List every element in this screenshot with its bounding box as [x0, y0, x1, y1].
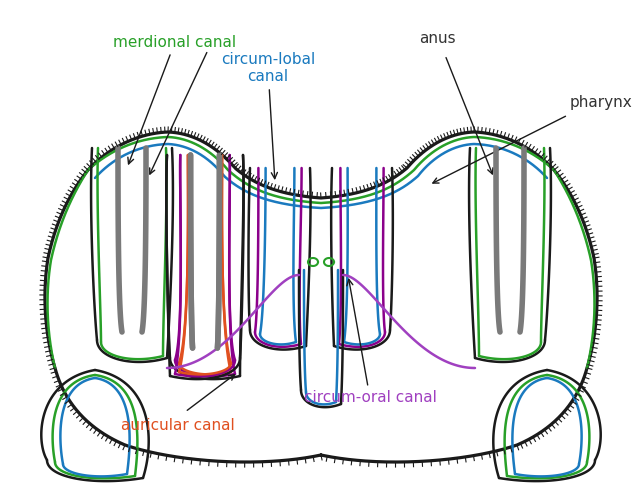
- Text: circum-lobal
canal: circum-lobal canal: [221, 52, 315, 179]
- Text: anus: anus: [419, 30, 455, 46]
- Text: circum-oral canal: circum-oral canal: [304, 279, 437, 406]
- Text: auricular canal: auricular canal: [121, 417, 235, 433]
- Text: pharynx: pharynx: [570, 94, 633, 109]
- Text: merdional canal: merdional canal: [114, 34, 236, 164]
